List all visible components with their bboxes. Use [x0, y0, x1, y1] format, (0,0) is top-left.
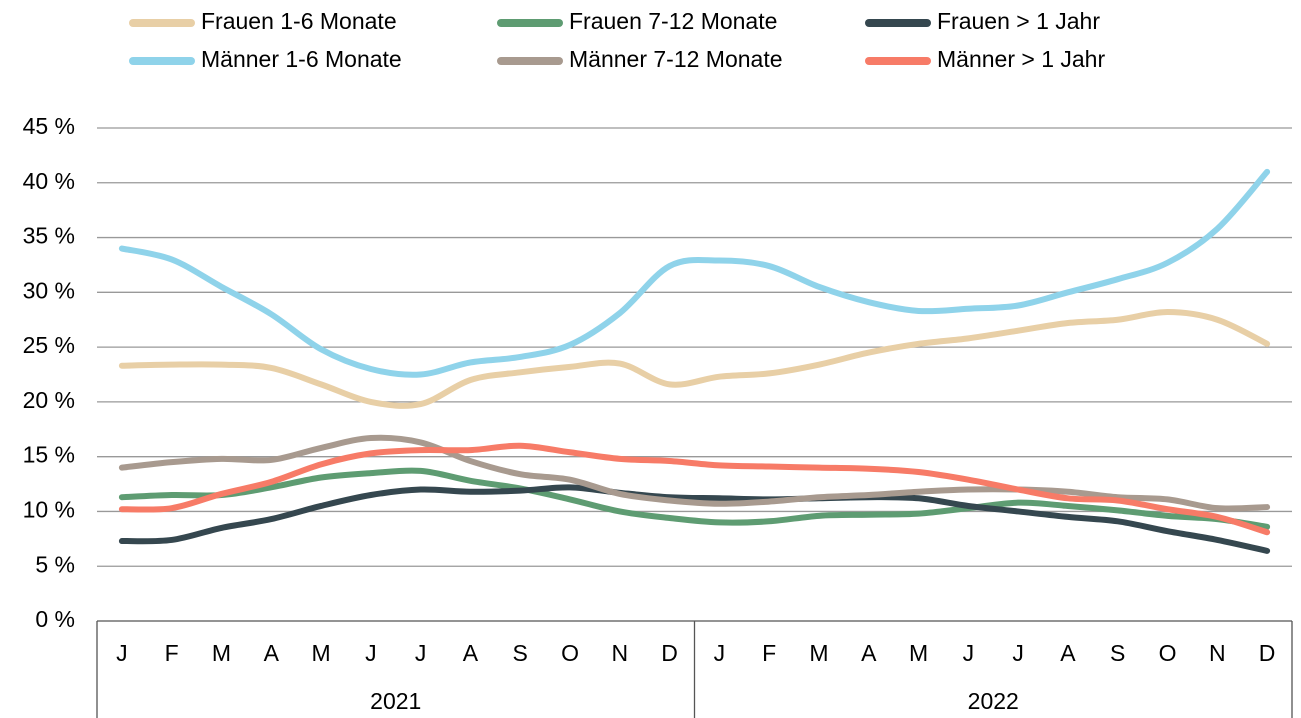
x-group-label: 2021	[370, 688, 421, 714]
x-tick-label: J	[714, 640, 726, 666]
series-line	[118, 168, 1271, 378]
x-tick-label: M	[212, 640, 231, 666]
x-tick-label: M	[311, 640, 330, 666]
legend-label: Frauen > 1 Jahr	[937, 8, 1100, 34]
x-tick-label: M	[809, 640, 828, 666]
legend-label: Männer > 1 Jahr	[937, 46, 1105, 72]
x-tick-label: A	[1060, 640, 1076, 666]
y-tick-label: 0 %	[35, 606, 75, 632]
y-tick-label: 35 %	[23, 223, 75, 249]
y-tick-label: 25 %	[23, 332, 75, 358]
x-tick-label: O	[561, 640, 579, 666]
y-tick-label: 10 %	[23, 497, 75, 523]
x-tick-label: F	[165, 640, 179, 666]
x-tick-label: J	[415, 640, 427, 666]
x-tick-label: F	[762, 640, 776, 666]
y-tick-label: 40 %	[23, 168, 75, 194]
y-tick-label: 5 %	[35, 551, 75, 577]
x-tick-label: J	[1012, 640, 1024, 666]
x-group-label: 2022	[968, 688, 1019, 714]
series-line	[118, 484, 1271, 554]
y-tick-label: 30 %	[23, 277, 75, 303]
y-tick-label: 45 %	[23, 113, 75, 139]
y-tick-label: 15 %	[23, 442, 75, 468]
x-tick-label: S	[513, 640, 528, 666]
x-tick-label: O	[1159, 640, 1177, 666]
series-line	[118, 309, 1271, 409]
x-tick-label: S	[1110, 640, 1125, 666]
x-tick-label: A	[861, 640, 877, 666]
x-tick-label: N	[1209, 640, 1226, 666]
legend-label: Frauen 7-12 Monate	[569, 8, 777, 34]
x-tick-label: N	[612, 640, 629, 666]
legend-label: Männer 7-12 Monate	[569, 46, 783, 72]
x-tick-label: J	[963, 640, 975, 666]
x-tick-label: D	[1259, 640, 1276, 666]
series-line	[118, 442, 1271, 536]
series-line	[118, 467, 1271, 530]
x-tick-label: J	[116, 640, 128, 666]
x-tick-label: M	[909, 640, 928, 666]
legend-label: Männer 1-6 Monate	[201, 46, 402, 72]
x-tick-label: A	[264, 640, 280, 666]
x-tick-label: D	[661, 640, 678, 666]
y-tick-label: 20 %	[23, 387, 75, 413]
x-tick-label: J	[365, 640, 377, 666]
series-line	[118, 434, 1271, 512]
x-tick-label: A	[463, 640, 479, 666]
legend-label: Frauen 1-6 Monate	[201, 8, 397, 34]
